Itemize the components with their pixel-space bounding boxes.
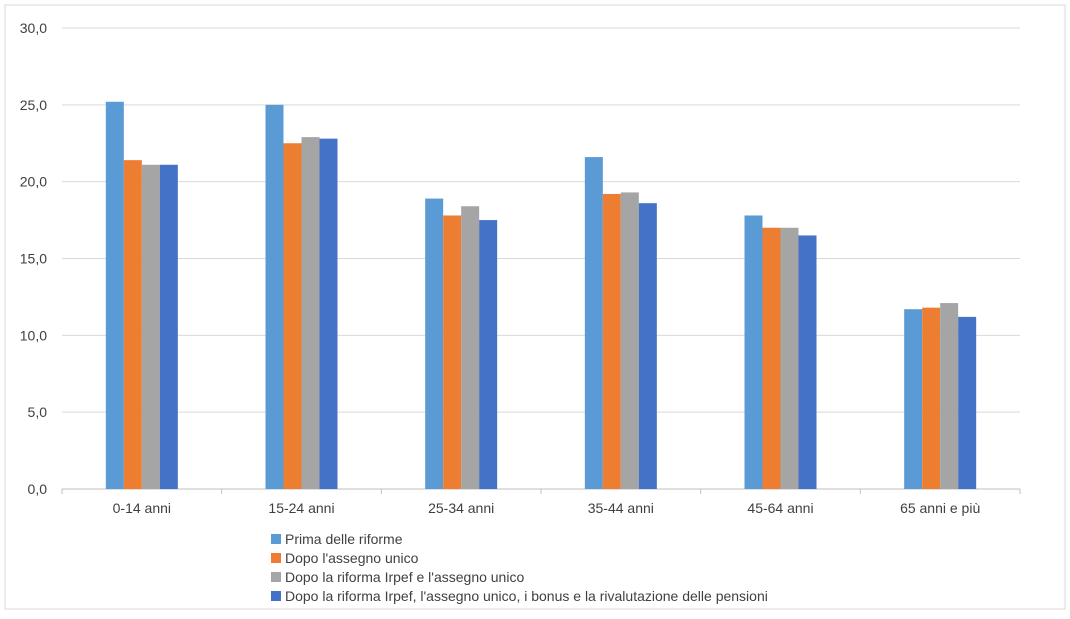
x-tick-label: 45-64 anni (747, 500, 813, 516)
bar (958, 316, 977, 489)
bar (584, 157, 603, 489)
x-tick-label: 65 anni e più (900, 500, 980, 516)
bar (461, 206, 480, 489)
legend-label: Dopo l'assegno unico (285, 550, 419, 566)
bar (904, 309, 923, 489)
legend-item: Dopo la riforma Irpef, l'assegno unico, … (271, 588, 768, 604)
bar (443, 215, 462, 489)
bar (105, 101, 124, 489)
bar (159, 164, 178, 489)
bar (940, 303, 959, 489)
x-tick-label: 35-44 anni (588, 500, 654, 516)
bar (141, 164, 160, 489)
bar (479, 220, 498, 490)
legend-label: Prima delle riforme (285, 531, 403, 547)
y-tick-label: 5,0 (28, 404, 48, 420)
bar (283, 143, 302, 489)
legend-swatch (271, 553, 281, 563)
bar (922, 307, 941, 489)
bar (301, 137, 320, 489)
y-axis-tick-labels: 0,0 5,0 10,0 15,0 20,0 25,0 30,0 (20, 20, 47, 497)
legend: Prima delle riforme Dopo l'assegno unico D… (271, 531, 768, 604)
legend-item: Prima delle riforme (271, 531, 403, 547)
x-tick-label: 25-34 anni (428, 500, 494, 516)
y-tick-label: 30,0 (20, 20, 47, 36)
legend-swatch (271, 572, 281, 582)
bar (638, 203, 657, 489)
bar (744, 215, 763, 489)
bar (798, 235, 817, 489)
legend-item: Dopo l'assegno unico (271, 550, 419, 566)
legend-swatch (271, 591, 281, 601)
x-axis-tick-labels: 0-14 anni 15-24 anni 25-34 anni 35-44 anni 4… (61, 489, 1021, 516)
bar (620, 192, 639, 489)
y-tick-label: 15,0 (20, 251, 47, 267)
bar (319, 138, 338, 489)
x-tick-label: 15-24 anni (268, 500, 334, 516)
x-tick-label: 0-14 anni (113, 500, 171, 516)
y-tick-label: 25,0 (20, 97, 47, 113)
bar (762, 227, 781, 489)
y-tick-label: 10,0 (20, 327, 47, 343)
legend-label: Dopo la riforma Irpef, l'assegno unico, … (285, 588, 768, 604)
y-tick-label: 20,0 (20, 174, 47, 190)
bar (425, 198, 444, 489)
bar (123, 160, 142, 490)
legend-label: Dopo la riforma Irpef e l'assegno unico (285, 569, 524, 585)
bars (105, 101, 977, 490)
y-tick-label: 0,0 (28, 481, 48, 497)
chart-border (4, 4, 1066, 610)
legend-item: Dopo la riforma Irpef e l'assegno unico (271, 569, 524, 585)
bar (265, 104, 284, 489)
bar (780, 227, 799, 489)
bar (602, 193, 621, 489)
legend-swatch (271, 534, 281, 544)
